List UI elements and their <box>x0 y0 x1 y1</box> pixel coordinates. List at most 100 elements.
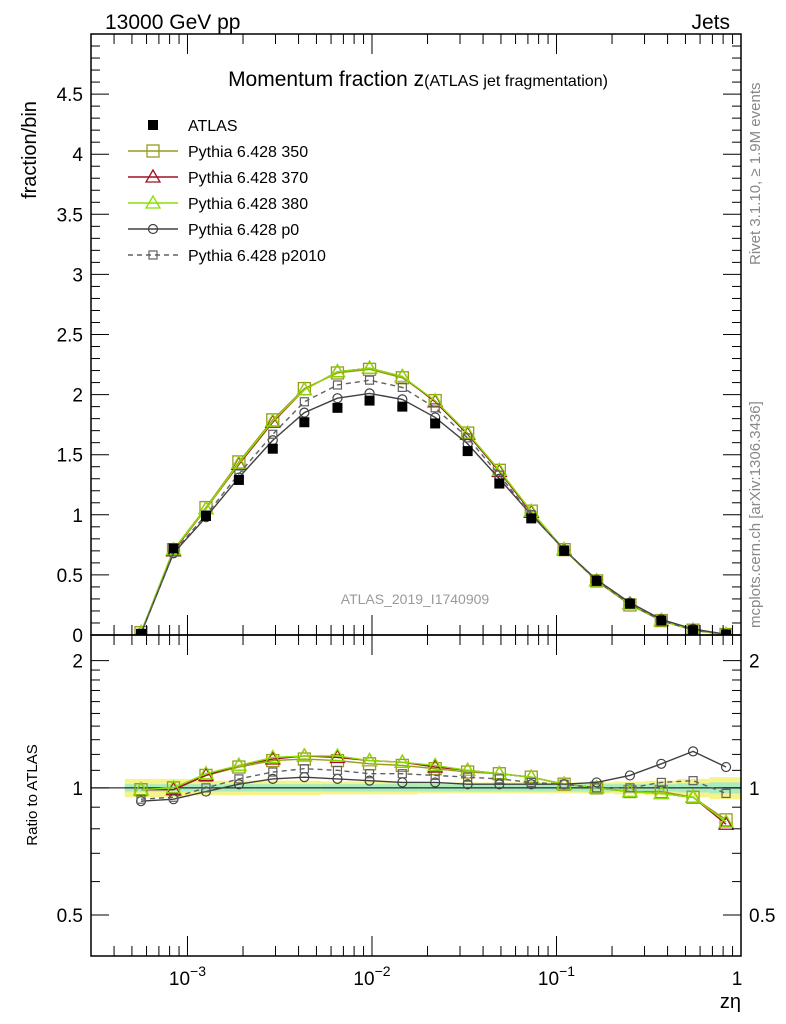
y-axis-title-top: fraction/bin <box>19 101 41 199</box>
atlas-data-point <box>656 615 667 626</box>
series-point-ratio-4 <box>201 783 211 793</box>
series-point-top-4 <box>397 382 407 392</box>
series-point-ratio-4 <box>688 776 698 786</box>
legend-label: Pythia 6.428 380 <box>188 196 308 213</box>
series-point-ratio-2 <box>427 757 444 772</box>
series-point-ratio-4 <box>526 777 536 788</box>
axis-ticks: 0 0.5 1 1.5 2 2.5 3 3.5 4 4.5 0.5 0.5 1 1 2 2 10−3 10−2 10… <box>57 34 775 990</box>
atlas-data-point <box>462 446 473 457</box>
atlas-data-point <box>430 418 441 429</box>
atlas-data-point <box>688 625 699 635</box>
chart-title: Momentum fraction z(ATLAS jet fragmentat… <box>228 68 608 91</box>
y-axis-title-bottom: Ratio to ATLAS <box>24 744 41 845</box>
series-point-ratio-2 <box>230 757 248 772</box>
series-point-top-3 <box>332 393 343 404</box>
atlas-data-point <box>168 543 179 554</box>
x-tick-label: 10−2 <box>353 963 390 990</box>
series-point-ratio-2 <box>394 753 411 768</box>
series-point-top-2 <box>361 359 378 374</box>
series-point-ratio-3 <box>687 746 699 757</box>
y-tick-label-bottom-right: 2 <box>749 652 760 673</box>
series-point-ratio-3 <box>494 779 505 790</box>
atlas-data-point <box>559 545 570 556</box>
mcplots-label: mcplots.cern.ch [arXiv:1306.3436] <box>747 401 764 628</box>
series-point-ratio-4 <box>559 779 569 789</box>
series-point-ratio-4 <box>721 788 731 799</box>
y-tick-label-top: 0 <box>72 626 83 647</box>
y-tick-label-bottom-right: 0.5 <box>749 906 775 927</box>
series-point-ratio-3 <box>591 777 602 788</box>
series-point-ratio-1 <box>717 815 735 830</box>
atlas-data-point <box>136 628 147 635</box>
atlas-data-point <box>200 511 211 522</box>
series-point-ratio-2 <box>523 768 540 783</box>
series-point-ratio-4 <box>364 769 375 779</box>
series-point-ratio-4 <box>592 783 602 793</box>
x-tick-label: 10−1 <box>538 963 575 990</box>
series-point-ratio-4 <box>332 765 343 775</box>
atlas-data-point <box>591 575 602 586</box>
series-point-ratio-2 <box>684 788 702 803</box>
series-point-ratio-4 <box>494 774 504 784</box>
series-point-top-0 <box>330 366 345 380</box>
chart-title-sub: (ATLAS jet fragmentation) <box>424 73 608 90</box>
y-tick-label-bottom: 1 <box>72 779 83 800</box>
rivet-label: Rivet 3.1.10, ≥ 1.9M events <box>747 83 764 266</box>
series-point-top-4 <box>463 433 473 443</box>
series-line-ratio-4 <box>140 767 727 800</box>
y-tick-label-bottom-right: 1 <box>749 779 760 800</box>
series-point-top-4 <box>268 429 278 439</box>
series-point-ratio-2 <box>653 785 670 800</box>
series-point-top-2 <box>459 424 476 439</box>
y-tick-label-top: 3 <box>72 265 83 286</box>
series-point-ratio-4 <box>136 794 146 804</box>
series-point-top-2 <box>296 381 313 396</box>
x-axis-title: zη <box>720 991 741 1013</box>
atlas-data-point <box>494 478 505 489</box>
series-point-ratio-2 <box>296 747 313 762</box>
atlas-data-point <box>233 474 244 485</box>
legend-label: Pythia 6.428 370 <box>188 170 308 187</box>
series-point-top-4 <box>299 397 309 407</box>
atlas-data-point <box>624 598 635 609</box>
x-tick-label: 10−3 <box>169 963 206 990</box>
series-point-ratio-4 <box>656 777 666 788</box>
atlas-data-point <box>299 417 310 428</box>
ratio-plot-series <box>132 746 735 830</box>
series-point-ratio-3 <box>656 758 667 769</box>
atlas-data-point <box>364 395 375 406</box>
series-point-ratio-3 <box>624 770 636 781</box>
series-point-ratio-4 <box>268 767 278 777</box>
legend-label: ATLAS <box>188 118 238 135</box>
atlas-data-point <box>397 401 408 412</box>
y-tick-label-top: 2.5 <box>57 326 83 347</box>
beam-label: 13000 GeV pp <box>105 11 240 34</box>
series-point-ratio-2 <box>329 747 346 762</box>
legend-label: Pythia 6.428 p0 <box>188 222 299 239</box>
legend-label: Pythia 6.428 350 <box>188 144 308 161</box>
y-tick-label-top: 4.5 <box>57 85 83 106</box>
series-point-ratio-2 <box>361 752 378 767</box>
atlas-data-point <box>721 629 732 635</box>
series-line-ratio-3 <box>140 750 727 802</box>
y-tick-label-top: 0.5 <box>57 566 83 587</box>
series-point-ratio-2 <box>459 762 476 777</box>
y-tick-label-top: 2 <box>72 386 83 407</box>
legend: ATLAS Pythia 6.428 350 Pythia 6.428 370 Pyt… <box>128 118 326 265</box>
y-tick-label-bottom: 0.5 <box>57 906 83 927</box>
legend-marker <box>148 250 158 260</box>
legend-marker <box>144 168 162 183</box>
series-point-ratio-3 <box>430 777 441 788</box>
y-tick-label-bottom: 2 <box>72 652 83 673</box>
legend-marker <box>144 194 162 209</box>
legend-label: Pythia 6.428 p2010 <box>188 248 326 265</box>
y-tick-label-top: 3.5 <box>57 205 83 226</box>
series-point-ratio-1 <box>197 767 215 782</box>
ratio-plot-frame <box>90 634 742 957</box>
series-point-ratio-4 <box>168 792 179 802</box>
analysis-label: ATLAS_2019_I1740909 <box>341 591 490 607</box>
y-tick-label-top: 1.5 <box>57 446 83 467</box>
series-point-ratio-3 <box>267 773 278 784</box>
atlas-data-point <box>332 402 343 413</box>
